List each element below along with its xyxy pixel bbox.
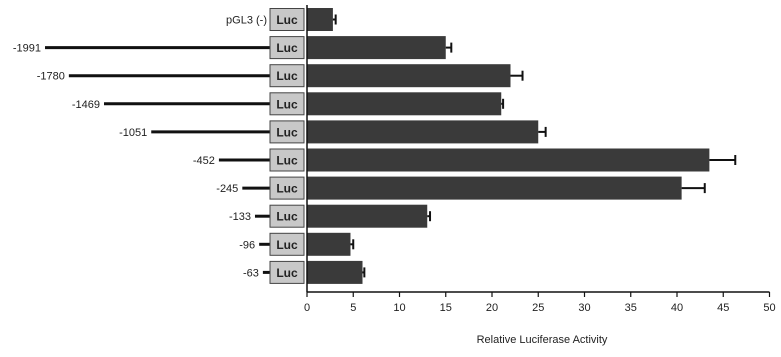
construct-label: -63	[243, 267, 259, 279]
construct-label: -1780	[37, 71, 65, 83]
luc-label: Luc	[276, 266, 298, 280]
luc-box	[269, 92, 305, 116]
construct-label: -133	[229, 211, 251, 223]
bar	[307, 64, 511, 88]
x-tick-label: 10	[393, 302, 405, 314]
construct-label: -245	[216, 183, 238, 195]
x-tick-label: 45	[717, 302, 729, 314]
luc-box	[269, 8, 305, 31]
luc-box	[269, 260, 305, 284]
construct-label: pGL3 (-)	[226, 15, 267, 27]
luc-box	[269, 204, 305, 228]
x-tick-label: 15	[440, 302, 452, 314]
bar	[307, 176, 682, 200]
bar	[307, 8, 333, 31]
luc-label: Luc	[276, 154, 298, 168]
x-tick-label: 5	[350, 302, 356, 314]
bar	[307, 120, 539, 144]
promoter-constructs: pGL3 (-) Luc -1991 Luc -1780 Luc -1469 Luc -1051…	[13, 8, 305, 284]
construct-label: -452	[193, 155, 215, 167]
x-tick-label: 30	[578, 302, 590, 314]
luc-label: Luc	[276, 41, 298, 55]
luc-label: Luc	[276, 238, 298, 252]
construct-label: -1469	[72, 99, 100, 111]
luc-box	[269, 64, 305, 88]
bar	[307, 204, 428, 228]
bar	[307, 36, 446, 60]
x-tick-label: 25	[532, 302, 544, 314]
bar	[307, 92, 502, 116]
x-axis: 0 5 10 15 20 25 30 35 40 45 50	[304, 5, 776, 314]
luc-label: Luc	[276, 125, 298, 139]
luc-box	[269, 120, 305, 144]
construct-label: -1051	[119, 127, 147, 139]
bar	[307, 148, 710, 172]
x-tick-label: 50	[763, 302, 775, 314]
bar	[307, 232, 351, 256]
x-tick-label: 20	[486, 302, 498, 314]
luc-box	[269, 176, 305, 200]
x-tick-label: 35	[625, 302, 637, 314]
x-tick-label: 0	[304, 302, 310, 314]
luc-box	[269, 148, 305, 172]
construct-label: -1991	[13, 43, 41, 55]
x-axis-title: Relative Luciferase Activity	[477, 334, 608, 346]
luc-label: Luc	[276, 210, 298, 224]
luc-label: Luc	[276, 13, 298, 27]
luc-box	[269, 232, 305, 256]
luc-label: Luc	[276, 69, 298, 83]
luc-label: Luc	[276, 97, 298, 111]
luc-label: Luc	[276, 182, 298, 196]
bar-series	[307, 8, 737, 284]
construct-label: -96	[239, 239, 255, 251]
x-tick-label: 40	[671, 302, 683, 314]
bar	[307, 260, 363, 284]
luc-box	[269, 36, 305, 60]
